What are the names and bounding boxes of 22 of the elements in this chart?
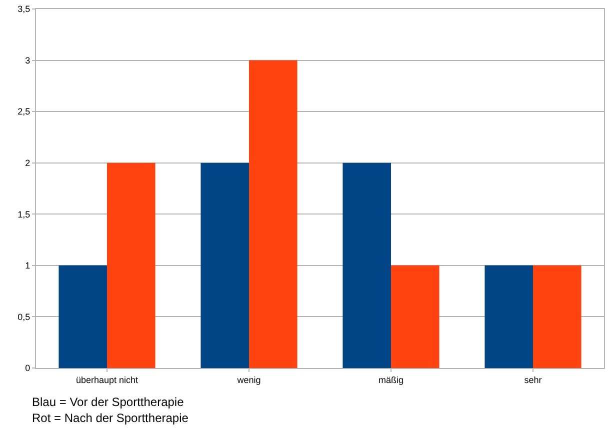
bar	[533, 265, 582, 368]
bar	[58, 265, 107, 368]
x-tick-label: wenig	[236, 374, 261, 385]
y-tick-label: 3	[25, 55, 30, 66]
y-tick-label: 1,5	[18, 209, 30, 220]
bar	[200, 162, 249, 368]
x-tick-label: mäßig	[378, 374, 404, 385]
y-tick-label: 0	[25, 363, 30, 374]
text: Rot = Nach der Sporttherapie	[32, 411, 189, 425]
x-tick-label: sehr	[524, 374, 542, 385]
y-tick-label: 2,5	[18, 106, 30, 117]
x-tick-label: überhaupt nicht	[76, 374, 139, 385]
y-tick-label: 1	[25, 260, 30, 271]
bar	[391, 265, 440, 368]
y-tick-label: 2	[25, 158, 30, 168]
y-tick-label: 0,5	[18, 312, 30, 322]
text: Blau = Vor der Sporttherapie	[32, 395, 184, 409]
bar	[107, 162, 156, 368]
bar	[249, 60, 298, 368]
y-tick-label: 3,5	[18, 4, 30, 14]
bar	[484, 265, 533, 368]
bar	[342, 162, 391, 368]
